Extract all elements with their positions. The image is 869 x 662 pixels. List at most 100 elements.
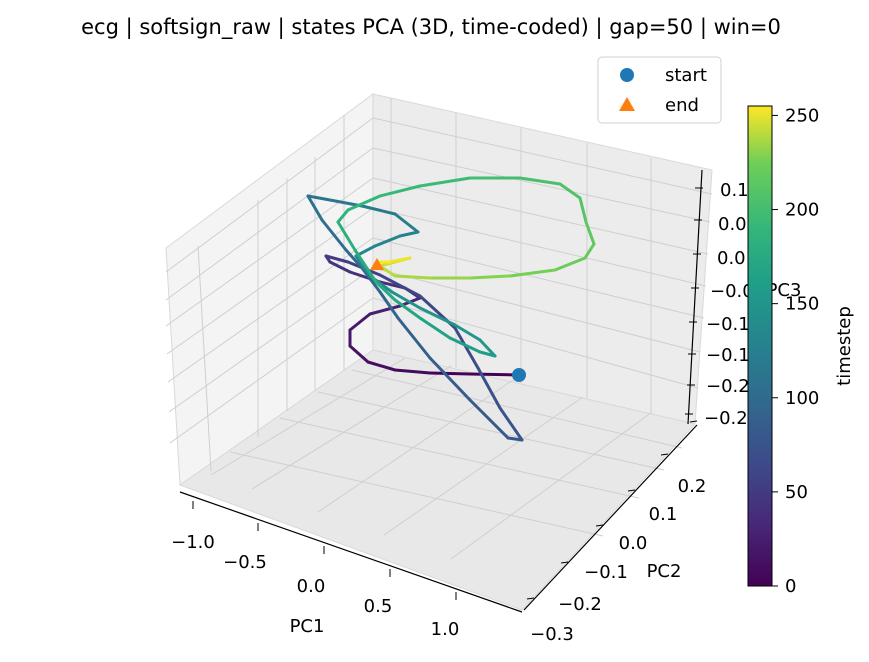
grid-line-z-0: [165, 117, 713, 273]
y-tick-mark-2: [595, 524, 604, 527]
colorbar-tick-label-2: 100: [785, 388, 819, 409]
trajectory-segment-62: [468, 274, 512, 280]
trajectory-segment-28: [320, 218, 348, 252]
trajectory-segment-43: [478, 350, 497, 358]
grid-line-z-2: [165, 177, 709, 327]
trajectory-segment-3: [366, 360, 397, 372]
colorbar-tick-label-5: 250: [785, 105, 819, 126]
trajectory-segment-12: [328, 260, 352, 274]
y-tick-label-2: −0.1: [584, 562, 628, 583]
z-tick-label-7: −0.2: [704, 408, 748, 429]
trajectory-segment-26: [360, 266, 382, 294]
trajectory-segment-68: [388, 256, 412, 264]
grid-line-floor-y-1: [279, 417, 640, 499]
y-tick-mark-5: [689, 420, 698, 423]
colorbar-label: timestep: [834, 306, 855, 386]
trajectory-segment-0: [468, 372, 521, 377]
trajectory-segment-19: [476, 366, 502, 410]
end-marker: [370, 258, 384, 270]
colorbar-gradient: [747, 105, 773, 587]
x-tick-label-4: 1.0: [431, 619, 460, 640]
trajectory-segment-2: [393, 368, 432, 375]
y-ticks: −0.3 −0.2 −0.1 0.00.10.2: [526, 420, 707, 645]
legend-start-label: start: [665, 65, 707, 86]
start-marker: [512, 368, 526, 382]
grid-line-z-1: [165, 147, 711, 301]
colorbar-tick-label-0: 0: [785, 576, 796, 597]
trajectory-segment-34: [398, 230, 420, 238]
y-tick-label-5: 0.2: [678, 476, 707, 497]
grid-line-z-4: [167, 237, 705, 383]
z-ticks: 0.1 0.0 0.0 −0.0 −0.1 −0.1 −0.2 −0.2: [685, 180, 754, 429]
trajectory-segment-45: [418, 316, 452, 340]
trajectory-segment-20: [498, 406, 524, 442]
trajectory-segment-22: [468, 398, 510, 440]
trajectory-segment-60: [553, 256, 587, 272]
trajectory-segment-46: [393, 298, 422, 320]
legend: start end: [597, 56, 722, 124]
pane-floor: [178, 349, 696, 611]
trajectory-segment-39: [390, 290, 422, 310]
grid-line-floor-x-4: [450, 411, 653, 560]
y-axis-label: PC2: [647, 561, 682, 582]
trajectory-segment-57: [578, 196, 588, 224]
y-tick-label-4: 0.1: [649, 504, 678, 525]
grid-line-floor-y-2: [317, 391, 665, 471]
x-tick-label-1: −0.5: [223, 552, 267, 573]
x-axis-line: [179, 491, 523, 613]
trajectory-segment-37: [354, 254, 372, 278]
trajectory-segment-40: [418, 306, 457, 327]
z-tick-label-4: −0.1: [706, 314, 750, 335]
y-tick-label-0: −0.3: [530, 624, 574, 645]
legend-start-marker: [620, 68, 634, 82]
x-ticks: −1.0 −0.5 0.0 0.5 1.0: [171, 501, 459, 640]
y-tick-mark-4: [660, 453, 669, 456]
trajectory-segment-50: [336, 208, 350, 224]
grid-line-left-0: [197, 245, 212, 472]
trajectory-segment-35: [373, 234, 402, 248]
z-tick-label-1: 0.0: [718, 214, 747, 235]
trajectory-segment-29: [306, 194, 324, 222]
trajectory-segment-41: [453, 323, 482, 342]
chart-title: ecg | softsign_raw | states PCA (3D, tim…: [81, 15, 781, 40]
trajectory-segment-24: [396, 316, 432, 360]
y-tick-label-3: 0.0: [619, 533, 648, 554]
z-axis-line: [687, 169, 703, 425]
trajectory-segment-25: [378, 290, 400, 320]
trajectory-segment-7: [368, 304, 402, 316]
trajectory-segment-61: [508, 268, 557, 278]
trajectory-segment-18: [453, 326, 480, 370]
grid-line-floor-y-0: [229, 451, 604, 537]
trajectory-segment-64: [393, 274, 432, 280]
legend-end-marker: [619, 97, 635, 111]
trajectory-segment-48: [353, 248, 378, 284]
z-tick-label-5: −0.1: [706, 345, 750, 366]
z-tick-label-0: 0.1: [720, 180, 749, 201]
axis-lines: [179, 169, 703, 613]
trajectory-segment-49: [336, 220, 357, 252]
trajectory-segment-30: [306, 194, 332, 202]
trajectory-segment-32: [360, 204, 397, 216]
colorbar-tick-label-4: 200: [785, 200, 819, 221]
colorbar-tick-label-3: 150: [785, 294, 819, 315]
y-axis-line: [523, 424, 698, 611]
x-tick-label-0: −1.0: [171, 532, 215, 553]
trajectory-segment-21: [506, 436, 524, 442]
legend-end-label: end: [665, 95, 699, 116]
x-axis-label: PC1: [290, 616, 325, 637]
trajectory-segment-58: [584, 220, 596, 246]
colorbar-ticks: 0 50 100 150 200 250: [772, 105, 819, 597]
grid-line-floor-x-2: [317, 379, 514, 513]
trajectory-segment-16: [378, 273, 422, 298]
z-tick-label-3: −0.0: [710, 281, 754, 302]
y-tick-mark-1: [560, 561, 569, 564]
trajectory-segment-23: [428, 356, 472, 402]
y-tick-mark-3: [627, 489, 636, 492]
y-tick-mark-0: [526, 597, 535, 600]
colorbar-tick-label-1: 50: [785, 482, 808, 503]
grid-line-z-6: [169, 297, 699, 444]
z-axis-label: PC3: [767, 280, 802, 301]
trajectory-segment-4: [348, 344, 370, 364]
grid-line-floor-y-3: [351, 369, 683, 449]
